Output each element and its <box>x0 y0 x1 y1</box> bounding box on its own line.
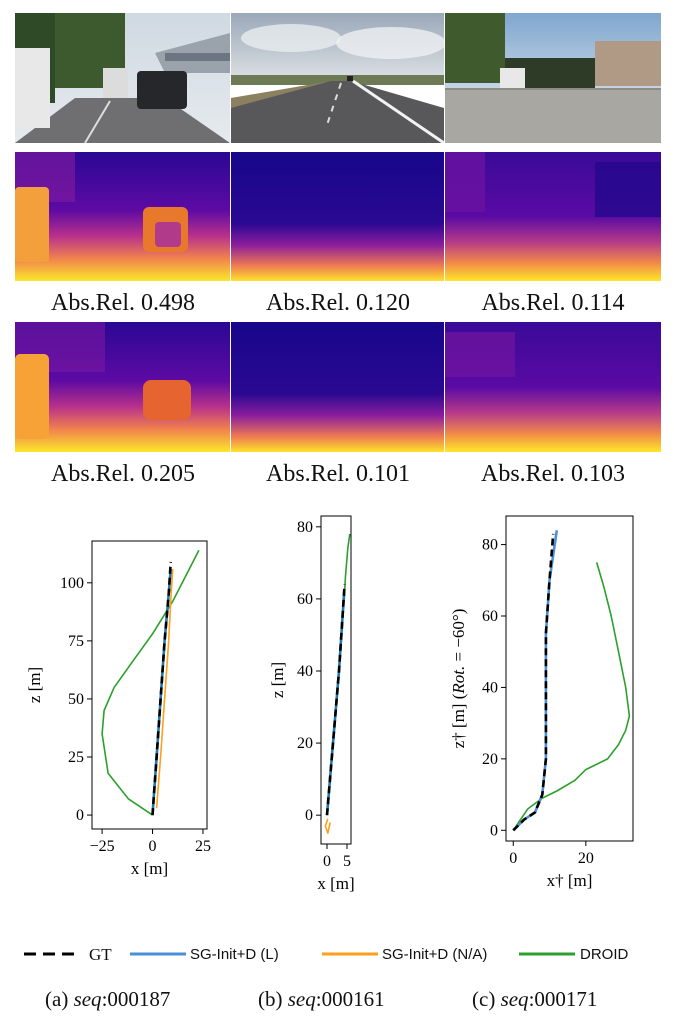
y-tick-label: 20 <box>297 735 313 752</box>
x-tick-label: 0 <box>149 838 157 855</box>
metric-name: Abs.Rel. <box>266 461 350 487</box>
depth-map-b2 <box>231 322 444 452</box>
legend-line-sg-init-l <box>130 952 186 956</box>
panel-caption-b: (b) seq:000161 <box>258 987 385 1012</box>
y-tick-label: 80 <box>297 519 313 536</box>
metric-value: 0.103 <box>571 461 625 487</box>
y-axis-label-part: z† [m] ( <box>449 693 468 748</box>
legend-line-gt <box>24 952 80 956</box>
road-photo-b <box>231 13 444 143</box>
series-line-droid <box>101 549 200 816</box>
caption-prefix: (c) <box>472 987 501 1011</box>
series-line-gt <box>325 584 346 816</box>
series-line-droid <box>512 562 631 831</box>
plot-frame <box>505 515 634 842</box>
y-tick-label: 75 <box>68 633 84 650</box>
road-photo-c <box>445 13 661 143</box>
x-axis-label: x [m] <box>131 859 168 878</box>
legend-line-sg-init-na <box>322 952 378 956</box>
x-axis-label: x† [m] <box>547 871 593 890</box>
metric-name: Abs.Rel. <box>266 290 350 316</box>
y-tick-label: 80 <box>482 537 498 554</box>
metric-value: 0.205 <box>141 461 195 487</box>
panel-caption-a: (a) seq:000187 <box>45 987 170 1012</box>
x-tick-label: 5 <box>343 853 351 870</box>
metric-label-c1: Abs.Rel. 0.114 <box>445 290 661 317</box>
metric-value: 0.114 <box>571 290 625 316</box>
metric-value: 0.498 <box>141 290 195 316</box>
legend-label-droid: DROID <box>580 946 629 963</box>
caption-seq: seq <box>500 987 529 1011</box>
plot-frame <box>91 540 208 830</box>
x-tick-label: 0 <box>323 853 331 870</box>
metric-label-b1: Abs.Rel. 0.120 <box>230 290 446 317</box>
y-axis-label: z [m] <box>25 667 44 703</box>
metric-value: 0.120 <box>356 290 410 316</box>
series-line-sg-init-d-n-a <box>324 818 331 834</box>
y-tick-label: 0 <box>305 807 313 824</box>
x-tick-label: 25 <box>195 838 211 855</box>
legend-line-droid <box>519 952 575 956</box>
plot-frame <box>320 515 352 845</box>
y-tick-label: 20 <box>482 751 498 768</box>
metric-name: Abs.Rel. <box>481 461 565 487</box>
x-axis-label: x [m] <box>317 874 354 893</box>
y-tick-label: 40 <box>482 679 498 696</box>
legend-label-sg-init-l: SG-Init+D (L) <box>190 946 279 963</box>
x-tick-label: 20 <box>578 850 594 867</box>
y-tick-label: 0 <box>490 822 498 839</box>
y-tick-label: 25 <box>68 749 84 766</box>
x-tick-label: 0 <box>509 850 517 867</box>
depth-map-a1 <box>15 152 230 281</box>
y-axis-label-part: Rot. <box>449 666 468 695</box>
y-tick-label: 100 <box>60 575 84 592</box>
depth-map-a2 <box>15 322 230 452</box>
y-axis-label-part: = −60°) <box>449 609 468 666</box>
metric-label-b2: Abs.Rel. 0.101 <box>230 461 446 488</box>
metric-label-a2: Abs.Rel. 0.205 <box>15 461 231 488</box>
caption-seq: seq <box>287 987 316 1011</box>
depth-map-c1 <box>445 152 661 281</box>
x-tick-label: −25 <box>90 838 115 855</box>
depth-map-c2 <box>445 322 661 452</box>
caption-prefix: (a) <box>45 987 74 1011</box>
caption-id: :000187 <box>101 987 171 1011</box>
metric-name: Abs.Rel. <box>51 461 135 487</box>
metric-label-a1: Abs.Rel. 0.498 <box>15 290 231 317</box>
y-tick-label: 0 <box>76 807 84 824</box>
legend-label-gt: GT <box>89 945 112 964</box>
y-axis-label: z† [m] (Rot. = −60°) <box>449 609 468 749</box>
series-line-gt <box>151 561 172 816</box>
legend-label-sg-init-na: SG-Init+D (N/A) <box>382 946 488 963</box>
road-photo-a <box>15 13 230 143</box>
metric-name: Abs.Rel. <box>481 290 566 316</box>
depth-map-b1 <box>231 152 444 281</box>
metric-name: Abs.Rel. <box>51 290 135 316</box>
series-line-droid <box>343 533 351 599</box>
caption-seq: seq <box>73 987 102 1011</box>
y-tick-label: 60 <box>297 591 313 608</box>
y-tick-label: 40 <box>297 663 313 680</box>
panel-caption-c: (c) seq:000171 <box>472 987 597 1012</box>
y-axis-label: z [m] <box>268 662 287 698</box>
y-tick-label: 50 <box>68 691 84 708</box>
caption-id: :000161 <box>315 987 385 1011</box>
metric-value: 0.101 <box>356 461 410 487</box>
caption-prefix: (b) <box>258 987 288 1011</box>
series-line-sg-init-d-n-a <box>155 568 174 809</box>
metric-label-c2: Abs.Rel. 0.103 <box>445 461 661 488</box>
caption-id: :000171 <box>528 987 598 1011</box>
y-tick-label: 60 <box>482 608 498 625</box>
series-line-gt <box>512 533 555 832</box>
